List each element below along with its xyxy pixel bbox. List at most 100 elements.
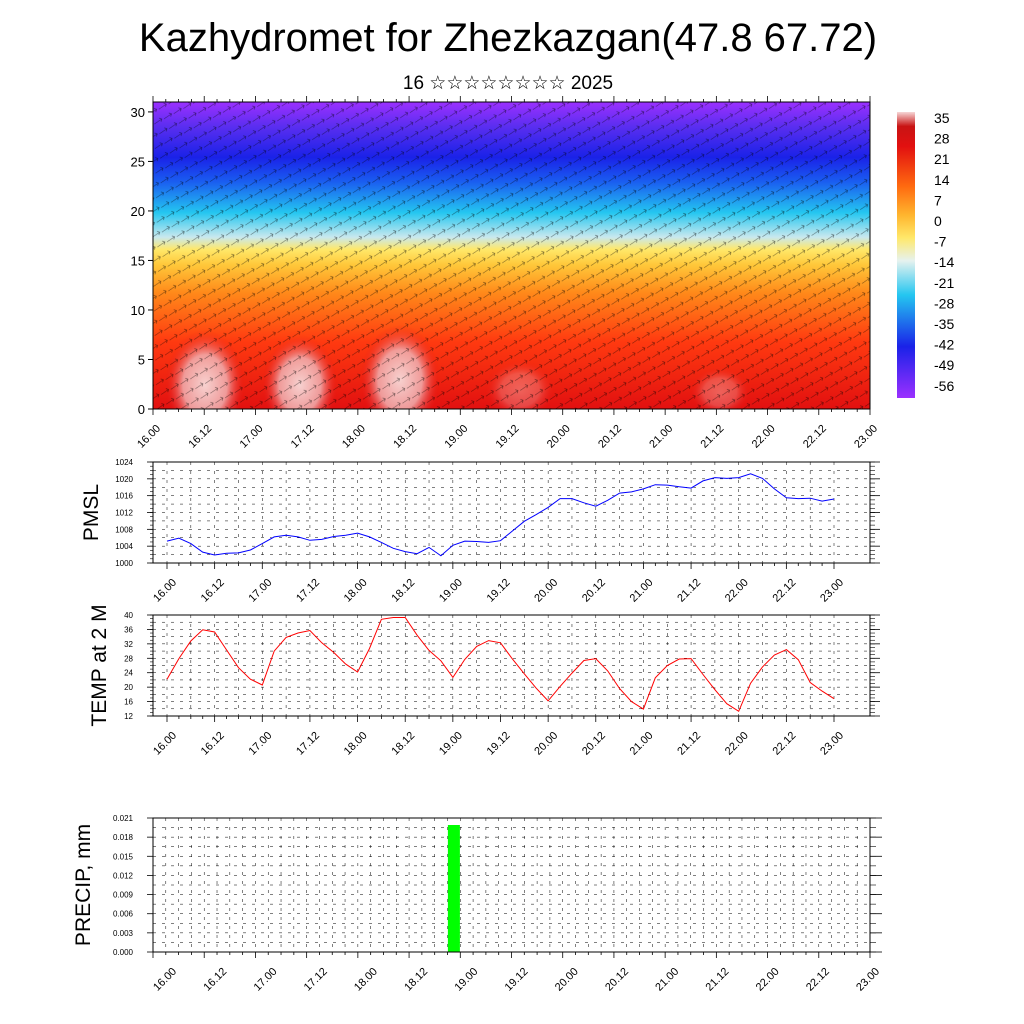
y-tick-label: 36 <box>124 625 133 634</box>
heatmap-panel: 0 5 10 15 20 25 30 16.00 16.12 17.00 17.12 18.00 18.… <box>131 96 954 451</box>
y-tick-label: 10 <box>131 303 145 318</box>
colorbar-label: 35 <box>934 110 950 126</box>
x-tick-label: 22.12 <box>771 730 799 758</box>
page-subtitle: 16 ☆☆☆☆☆☆☆☆ 2025 <box>402 73 614 94</box>
x-tick-label: 18.00 <box>340 423 368 451</box>
y-tick-label: 12 <box>124 712 133 721</box>
colorbar-label: 7 <box>934 192 942 208</box>
colorbar <box>897 112 915 398</box>
x-tick-label: 21.12 <box>675 577 703 605</box>
x-tick-label: 22.00 <box>723 577 751 605</box>
y-tick-label: 0 <box>138 402 145 417</box>
y-tick-label: 24 <box>124 669 133 678</box>
y-tick-label: 0.021 <box>113 814 134 823</box>
x-tick-label: 23.00 <box>854 966 882 994</box>
x-tick-label: 18.00 <box>342 577 370 605</box>
colorbar-label: 28 <box>934 131 950 147</box>
x-tick-label: 23.00 <box>852 423 880 451</box>
y-tick-label: 25 <box>131 154 145 169</box>
series-line <box>166 473 835 557</box>
colorbar-label: -7 <box>934 234 947 250</box>
y-tick-label: 0.006 <box>113 910 134 919</box>
x-tick-label: 21.00 <box>628 577 656 605</box>
x-tick-label: 17.12 <box>294 577 322 605</box>
precip-panel: 0.000 0.003 0.006 0.009 0.012 0.015 0.018 0.021… <box>72 814 882 994</box>
x-tick-label: 22.00 <box>723 730 751 758</box>
x-tick-label: 18.12 <box>402 966 430 994</box>
colorbar-label: -28 <box>934 295 954 311</box>
x-tick-label: 20.00 <box>532 730 560 758</box>
x-tick-label: 21.00 <box>628 730 656 758</box>
y-tick-label: 28 <box>124 654 133 663</box>
x-tick-label: 22.00 <box>750 423 778 451</box>
x-tick-label: 22.12 <box>804 966 832 994</box>
x-tick-label: 16.00 <box>151 730 179 758</box>
y-tick-label: 32 <box>124 640 133 649</box>
colorbar-label: -49 <box>934 357 954 373</box>
page-title: Kazhydromet for Zhezkazgan(47.8 67.72) <box>138 16 878 60</box>
y-tick-label: 1016 <box>115 492 133 501</box>
x-tick-label: 20.00 <box>553 966 581 994</box>
colorbar-label: 21 <box>934 151 950 167</box>
x-tick-label: 20.00 <box>532 577 560 605</box>
colorbar-label: -21 <box>934 275 954 291</box>
colorbar-label: -35 <box>934 316 954 332</box>
y-axis-label: PMSL <box>80 484 103 541</box>
y-tick-label: 20 <box>131 204 145 219</box>
x-tick-label: 19.00 <box>442 423 470 451</box>
x-tick-label: 20.12 <box>580 577 608 605</box>
x-tick-label: 18.12 <box>389 577 417 605</box>
x-tick-label: 16.00 <box>151 577 179 605</box>
colorbar-label: -14 <box>934 254 954 270</box>
x-tick-label: 19.00 <box>437 730 465 758</box>
colorbar-label: -42 <box>934 337 954 353</box>
x-tick-label: 21.00 <box>653 966 681 994</box>
y-tick-label: 1012 <box>115 509 133 518</box>
x-tick-label: 17.12 <box>302 966 330 994</box>
x-tick-label: 17.00 <box>246 577 274 605</box>
x-tick-label: 21.12 <box>699 423 727 451</box>
y-tick-label: 40 <box>124 611 133 620</box>
y-tick-label: 5 <box>138 352 145 367</box>
x-tick-label: 18.00 <box>352 966 380 994</box>
x-tick-label: 17.12 <box>294 730 322 758</box>
x-tick-label: 21.00 <box>647 423 675 451</box>
y-tick-label: 1004 <box>115 542 133 551</box>
x-tick-label: 23.00 <box>818 577 846 605</box>
x-tick-label: 16.12 <box>201 966 229 994</box>
x-tick-label: 18.00 <box>342 730 370 758</box>
x-tick-label: 20.12 <box>596 423 624 451</box>
y-tick-label: 1000 <box>115 559 133 568</box>
colorbar-label: -56 <box>934 378 954 394</box>
temp-panel: 12 16 20 24 28 32 36 40 16.00 16.12 17.00 17.12 18.0… <box>88 604 880 758</box>
x-tick-label: 19.00 <box>437 577 465 605</box>
y-axis-label: PRECIP, mm <box>72 824 95 946</box>
y-tick-label: 1008 <box>115 525 133 534</box>
y-tick-label: 0.012 <box>113 871 134 880</box>
x-tick-label: 20.00 <box>545 423 573 451</box>
x-tick-label: 19.12 <box>503 966 531 994</box>
y-tick-label: 1024 <box>115 458 133 467</box>
y-axis-label: TEMP at 2 M <box>88 604 111 726</box>
y-tick-label: 16 <box>124 698 133 707</box>
y-tick-label: 0.009 <box>113 891 134 900</box>
y-tick-label: 0.018 <box>113 833 134 842</box>
x-tick-label: 17.00 <box>252 966 280 994</box>
x-tick-label: 20.12 <box>603 966 631 994</box>
x-tick-label: 20.12 <box>580 730 608 758</box>
pmsl-panel: 1000 1004 1008 1012 1016 1020 1024 16.00 16.12 17… <box>80 458 880 605</box>
x-tick-label: 23.00 <box>818 730 846 758</box>
x-tick-label: 22.12 <box>771 577 799 605</box>
x-tick-label: 16.12 <box>199 577 227 605</box>
colorbar-label: 0 <box>934 213 942 229</box>
x-tick-label: 16.00 <box>135 423 163 451</box>
colorbar-label: 14 <box>934 172 950 188</box>
x-tick-label: 22.12 <box>801 423 829 451</box>
y-tick-label: 15 <box>131 253 145 268</box>
panel-frame <box>152 461 871 564</box>
x-tick-label: 21.12 <box>675 730 703 758</box>
y-tick-label: 1020 <box>115 475 133 484</box>
x-tick-label: 17.00 <box>246 730 274 758</box>
y-tick-label: 20 <box>124 683 133 692</box>
